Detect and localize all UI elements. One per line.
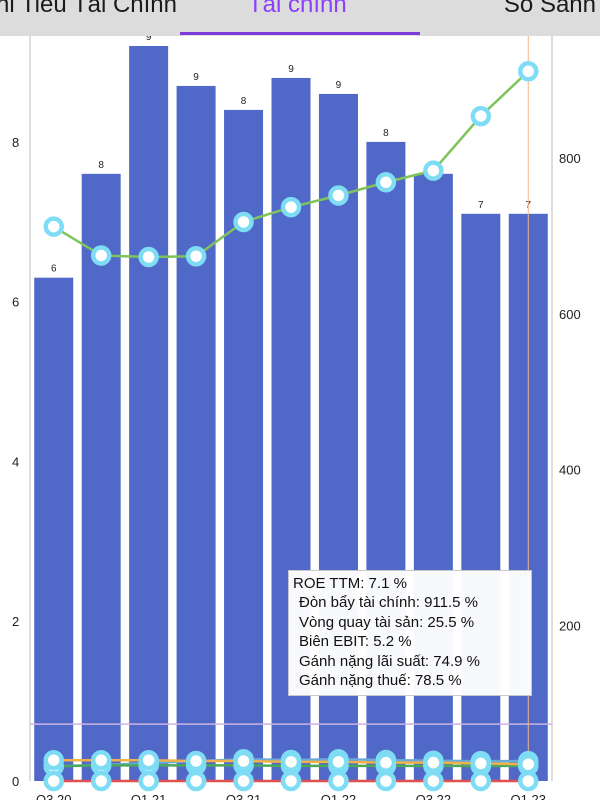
- series-point: [423, 770, 444, 792]
- series-point: [375, 770, 397, 792]
- bar-data-label: 9: [336, 80, 342, 91]
- series-point: [90, 770, 112, 792]
- series-point: [328, 770, 349, 792]
- y-tick-label-right: 400: [559, 463, 581, 478]
- series-point: [470, 770, 492, 792]
- bar-data-label: 6: [51, 264, 57, 275]
- tooltip-line-asset-turnover: Vòng quay tài sản: 25.5 %: [299, 613, 475, 631]
- series-point: [43, 216, 64, 237]
- bar-data-label: 8: [241, 96, 247, 107]
- x-tick-label: Q3.20: [36, 792, 71, 800]
- series-point: [470, 753, 492, 774]
- series-point: [518, 770, 539, 792]
- tooltip-line-ebit-margin: Biên EBIT: 5.2 %: [299, 633, 412, 651]
- bar-data-label: 9: [193, 72, 199, 83]
- bar: [176, 85, 216, 781]
- series-point: [90, 245, 112, 266]
- bar: [224, 109, 264, 782]
- tooltip-line-leverage: Đòn bẩy tài chính: 911.5 %: [299, 594, 479, 612]
- series-point: [280, 751, 302, 773]
- series-point: [233, 770, 254, 792]
- y-tick-label-right: 200: [559, 618, 581, 633]
- y-tick-label-right: 600: [559, 307, 581, 322]
- bar-data-label: 9: [288, 64, 294, 75]
- series-point: [375, 752, 397, 773]
- x-tick-label: Q1.22: [321, 792, 356, 800]
- series-point: [138, 770, 159, 792]
- x-tick-label: Q3.22: [416, 792, 451, 800]
- series-point: [185, 245, 207, 267]
- series-point: [328, 751, 349, 773]
- bar-data-label: 7: [478, 200, 484, 211]
- series-point: [138, 749, 159, 771]
- y-tick-label-right: 800: [559, 151, 581, 166]
- y-tick-label-left: 2: [12, 614, 19, 629]
- chart-tooltip: ROE TTM: 7.1 % Đòn bẩy tài chính: 911.5 …: [288, 570, 532, 696]
- bar: [34, 277, 74, 781]
- tab-bar: hỉ Tiêu Tài Chính Tài chính So Sánh: [0, 0, 600, 36]
- x-tick-label: Q1.21: [131, 792, 166, 800]
- series-point: [90, 749, 112, 771]
- series-point: [423, 752, 444, 773]
- tooltip-line-roe: ROE TTM: 7.1 %: [293, 575, 407, 592]
- series-point: [185, 770, 207, 792]
- series-point: [280, 770, 302, 792]
- y-tick-label-left: 6: [12, 295, 19, 310]
- series-point: [138, 246, 159, 268]
- series-point: [328, 185, 349, 206]
- series-point: [233, 211, 254, 233]
- series-point: [423, 160, 444, 181]
- x-tick-label: Q3.21: [226, 792, 261, 800]
- tab-finance[interactable]: Tài chính: [248, 0, 347, 18]
- tooltip-line-tax-burden: Gánh nặng thuế: 78.5 %: [299, 672, 462, 690]
- series-point: [185, 750, 207, 772]
- series-point: [43, 770, 64, 792]
- y-tick-label-left: 0: [12, 774, 19, 789]
- tab-financial-indicators[interactable]: hỉ Tiêu Tài Chính: [0, 0, 177, 18]
- series-point: [233, 750, 254, 772]
- series-point: [518, 753, 539, 775]
- x-tick-label: Q1.23: [511, 792, 546, 800]
- y-tick-label-left: 8: [12, 135, 19, 150]
- tab-compare[interactable]: So Sánh: [503, 0, 596, 18]
- bar: [129, 46, 169, 781]
- bar-data-label: 8: [98, 160, 104, 171]
- y-tick-label-left: 4: [12, 454, 19, 469]
- series-point: [43, 749, 64, 771]
- bar-data-label: 8: [383, 128, 389, 139]
- series-point: [280, 196, 302, 218]
- series-point: [375, 172, 397, 193]
- series-point: [518, 61, 539, 82]
- bar: [81, 173, 121, 782]
- active-tab-indicator: [180, 32, 420, 35]
- series-point: [470, 105, 492, 127]
- tooltip-line-interest-burden: Gánh nặng lãi suất: 74.9 %: [299, 652, 480, 670]
- bar-data-label: 9: [146, 36, 152, 43]
